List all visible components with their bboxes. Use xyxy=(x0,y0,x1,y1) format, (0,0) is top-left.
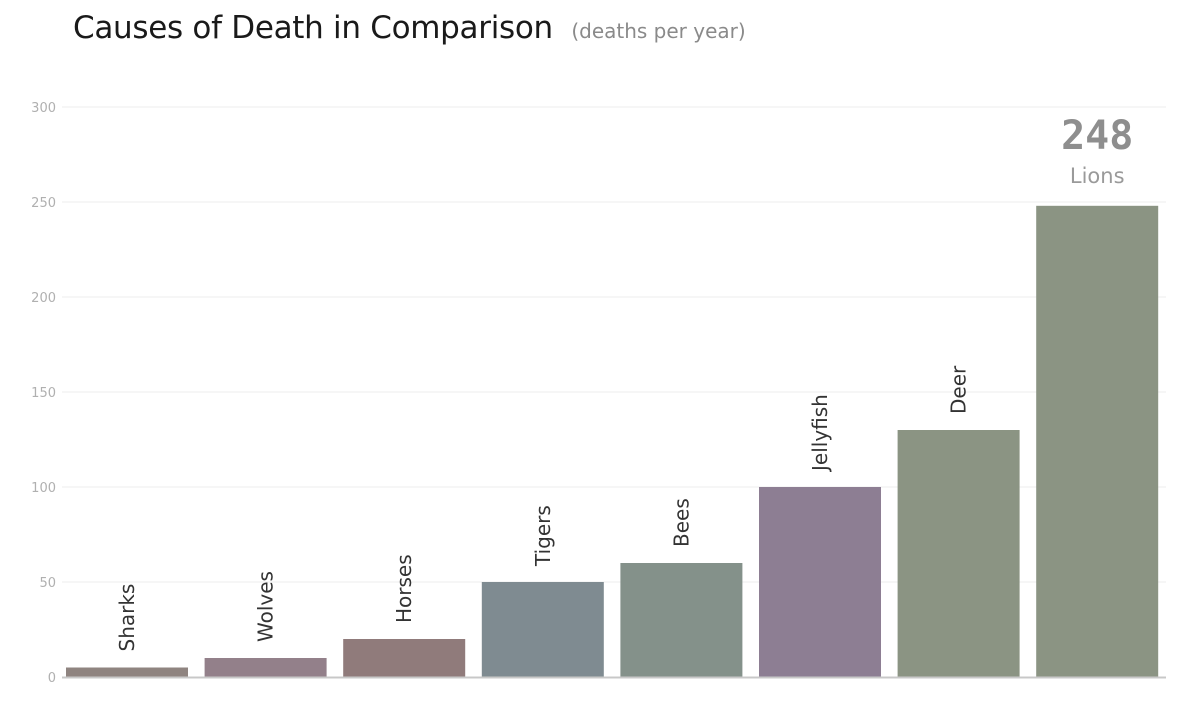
bar-label-tigers: Tigers xyxy=(531,505,555,567)
bar-label-jellyfish: Jellyfish xyxy=(808,394,832,473)
bar-label-wolves: Wolves xyxy=(254,571,278,642)
bar-horses xyxy=(343,639,466,677)
bar-label-bees: Bees xyxy=(669,498,693,547)
bar-wolves xyxy=(204,658,327,677)
bar-lions xyxy=(1036,205,1159,678)
chart-subtitle: (deaths per year) xyxy=(571,19,746,43)
highlight-annotation: 248 Lions xyxy=(1061,113,1133,188)
bar-tigers xyxy=(481,582,604,677)
chart-title: Causes of Death in Comparison xyxy=(73,10,553,46)
bar-bees xyxy=(620,563,743,677)
bar-labels: Sharks Wolves Horses Tigers Bees Jellyfish Dee… xyxy=(115,365,971,652)
y-tick-label-150: 150 xyxy=(31,386,56,401)
y-tick-label-250: 250 xyxy=(31,196,56,211)
bar-jellyfish xyxy=(759,487,881,677)
bar-sharks xyxy=(66,667,188,677)
gridlines xyxy=(62,106,1166,583)
y-axis: 0 50 100 150 200 250 300 xyxy=(31,101,56,686)
highlight-value: 248 xyxy=(1061,113,1133,159)
y-tick-label-100: 100 xyxy=(31,481,56,496)
y-tick-label-300: 300 xyxy=(31,101,56,116)
bar-label-horses: Horses xyxy=(392,554,416,623)
bar-label-deer: Deer xyxy=(947,365,971,414)
y-tick-label-200: 200 xyxy=(31,291,56,306)
highlight-label: Lions xyxy=(1070,164,1125,188)
bar-deer xyxy=(897,430,1020,677)
chart-header: Causes of Death in Comparison (deaths pe… xyxy=(73,10,746,46)
y-tick-label-0: 0 xyxy=(48,671,56,686)
bars xyxy=(66,205,1159,678)
bar-label-sharks: Sharks xyxy=(115,584,139,652)
y-tick-label-50: 50 xyxy=(39,576,56,591)
